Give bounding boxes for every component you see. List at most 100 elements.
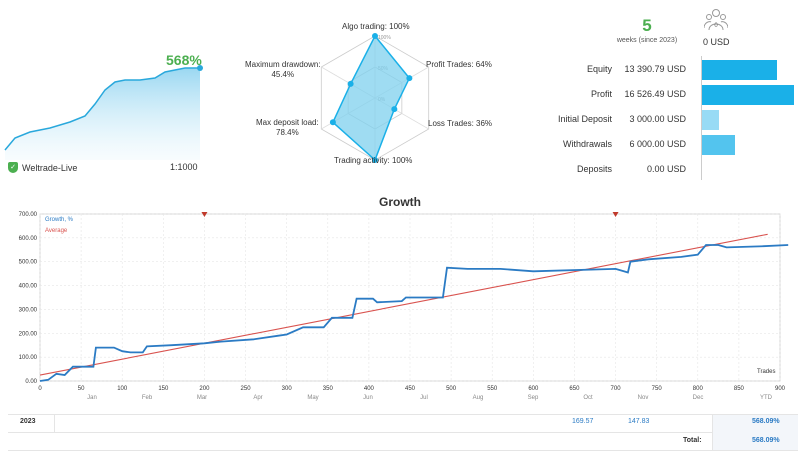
- x-tick-label: 200: [199, 386, 210, 392]
- y-tick-label: 100.00: [19, 355, 38, 361]
- radar-point: [406, 75, 413, 82]
- x-tick-label: 850: [734, 386, 745, 392]
- growth-chart: 0.00 100.00 200.00 300.00 400.00 500.00 600.00…: [19, 212, 789, 401]
- x-tick-label: 500: [446, 386, 457, 392]
- month-label: Mar: [197, 395, 207, 401]
- legend-average: Average: [45, 228, 68, 234]
- stat-label: Profit: [590, 89, 612, 99]
- radar-point: [329, 119, 336, 126]
- y-tick-label: 400.00: [19, 284, 38, 290]
- y-tick-label: 600.00: [19, 236, 38, 242]
- total-value: 568.09%: [752, 437, 780, 444]
- stat-label: Initial Deposit: [557, 114, 612, 124]
- x-tick-label: 600: [528, 386, 539, 392]
- x-tick-label: 250: [241, 386, 252, 392]
- total-label: Total:: [683, 437, 702, 444]
- growth-line: [39, 244, 789, 382]
- month-label: Dec: [693, 395, 704, 401]
- table-value-oct: 169.57: [572, 418, 594, 425]
- radar-label-profit: Profit Trades: 64%: [426, 60, 492, 69]
- radar-label-deposit-load: Max deposit load: 78.4%: [256, 118, 319, 137]
- radar-svg: 0%50%100%: [320, 33, 430, 163]
- x-tick-label: 700: [611, 386, 622, 392]
- stat-value: 16 526.49 USD: [624, 89, 686, 99]
- table-divider: [8, 450, 798, 451]
- table-divider: [8, 432, 798, 433]
- radar-point: [372, 33, 378, 39]
- table-value-nov: 147.83: [628, 418, 650, 425]
- y-tick-label: 300.00: [19, 307, 38, 313]
- y-tick-label: 700.00: [19, 212, 38, 218]
- month-label: Apr: [253, 395, 262, 401]
- leverage: 1:1000: [170, 162, 198, 172]
- x-tick-label: 0: [38, 386, 42, 392]
- table-col-divider: [712, 414, 713, 450]
- stat-value: 0.00 USD: [646, 164, 686, 174]
- table-ytd: 568.09%: [752, 418, 780, 425]
- month-label: Feb: [142, 395, 153, 401]
- stat-bar: [702, 110, 719, 130]
- x-tick-label: 100: [117, 386, 128, 392]
- radar-chart: 0%50%100% Algo trading: 100% Profit Trad…: [230, 18, 510, 168]
- month-label: Nov: [638, 395, 649, 401]
- table-year: 2023: [20, 418, 36, 425]
- y-tick-label: 500.00: [19, 260, 38, 266]
- average-line: [39, 233, 768, 376]
- growth-percent: 568%: [166, 52, 202, 68]
- legend-growth: Growth, %: [45, 217, 74, 223]
- stats-axis: [701, 56, 702, 180]
- x-tick-label: 650: [569, 386, 580, 392]
- weeks-caption: weeks (since 2023): [616, 37, 678, 44]
- month-label: Oct: [583, 395, 593, 401]
- month-label: Jul: [420, 395, 428, 401]
- x-tick-label: 50: [78, 386, 85, 392]
- x-tick-label: 550: [487, 386, 498, 392]
- stat-value: 3 000.00 USD: [629, 114, 686, 124]
- radar-label-drawdown: Maximum drawdown: 45.4%: [245, 60, 321, 79]
- x-tick-label: 400: [364, 386, 375, 392]
- radar-point: [391, 106, 398, 113]
- x-axis-label: Trades: [757, 369, 776, 375]
- radar-point: [347, 80, 354, 87]
- y-tick-label: 200.00: [19, 331, 38, 337]
- stat-bar: [702, 60, 777, 80]
- stat-bar: [702, 135, 736, 155]
- shield-check-icon: ✓: [8, 162, 18, 173]
- x-tick-label: 900: [775, 386, 786, 392]
- event-marker[interactable]: [612, 212, 619, 217]
- radar-label-activity: Trading activity: 100%: [334, 156, 413, 165]
- stat-label: Equity: [586, 64, 612, 74]
- month-label: YTD: [760, 395, 773, 401]
- radar-label-loss: Loss Trades: 36%: [428, 119, 493, 128]
- table-divider: [8, 414, 798, 415]
- event-marker[interactable]: [201, 212, 208, 217]
- broker-row: ✓ Weltrade-Live: [8, 162, 77, 173]
- weeks-count: 5: [642, 16, 652, 35]
- month-label: Sep: [528, 395, 539, 401]
- radar-label-algo: Algo trading: 100%: [342, 22, 410, 31]
- y-tick-label: 0.00: [25, 379, 37, 385]
- stat-bar: [702, 85, 794, 105]
- x-tick-label: 800: [693, 386, 704, 392]
- mini-growth-chart: [4, 65, 203, 160]
- radar-ring-label: 100%: [378, 35, 391, 41]
- month-label: Jun: [363, 395, 373, 401]
- month-label: Aug: [473, 395, 484, 401]
- subscribers-count: 0: [714, 23, 718, 29]
- subscribers-icon: 0: [704, 9, 728, 31]
- stat-label: Deposits: [576, 164, 612, 174]
- stat-value: 6 000.00 USD: [629, 139, 686, 149]
- stat-label: Withdrawals: [562, 139, 612, 149]
- x-tick-label: 750: [652, 386, 663, 392]
- x-tick-label: 300: [282, 386, 293, 392]
- month-label: May: [307, 395, 318, 401]
- x-tick-label: 350: [323, 386, 334, 392]
- stat-value: 13 390.79 USD: [624, 64, 686, 74]
- table-col-divider: [54, 414, 55, 432]
- broker-name[interactable]: Weltrade-Live: [22, 162, 78, 173]
- x-tick-label: 150: [158, 386, 169, 392]
- radar-point: [372, 157, 378, 163]
- ytd-bg: [713, 415, 798, 450]
- growth-title: Growth: [379, 195, 421, 209]
- subscribers-value: 0 USD: [703, 37, 730, 47]
